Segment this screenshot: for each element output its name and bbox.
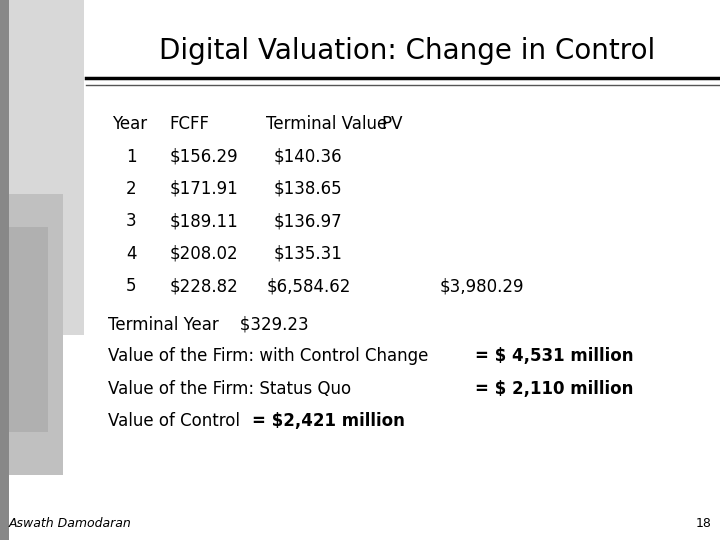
Text: 1: 1 bbox=[126, 147, 137, 166]
Text: $6,584.62: $6,584.62 bbox=[266, 277, 351, 295]
Text: $171.91: $171.91 bbox=[169, 180, 238, 198]
Text: $208.02: $208.02 bbox=[169, 245, 238, 263]
Text: PV: PV bbox=[382, 115, 403, 133]
Text: $135.31: $135.31 bbox=[274, 245, 343, 263]
Text: Terminal Year    $329.23: Terminal Year $329.23 bbox=[108, 315, 309, 333]
Text: 2: 2 bbox=[126, 180, 137, 198]
Text: Digital Valuation: Change in Control: Digital Valuation: Change in Control bbox=[158, 37, 655, 65]
Text: = $ 2,110 million: = $ 2,110 million bbox=[475, 380, 634, 398]
Text: 5: 5 bbox=[126, 277, 137, 295]
Text: $189.11: $189.11 bbox=[169, 212, 238, 231]
Text: Value of the Firm: Status Quo: Value of the Firm: Status Quo bbox=[108, 380, 351, 398]
Text: 3: 3 bbox=[126, 212, 137, 231]
Text: $138.65: $138.65 bbox=[274, 180, 342, 198]
Text: 4: 4 bbox=[126, 245, 137, 263]
Bar bbox=[0, 0, 9, 540]
Text: Year: Year bbox=[112, 115, 147, 133]
Text: Terminal Value: Terminal Value bbox=[266, 115, 387, 133]
Text: $136.97: $136.97 bbox=[274, 212, 342, 231]
Text: $228.82: $228.82 bbox=[169, 277, 238, 295]
Bar bbox=[9, 0, 84, 335]
Text: $156.29: $156.29 bbox=[169, 147, 238, 166]
Text: = $ 4,531 million: = $ 4,531 million bbox=[475, 347, 634, 366]
Text: $140.36: $140.36 bbox=[274, 147, 342, 166]
Text: Value of Control: Value of Control bbox=[108, 412, 240, 430]
Text: $3,980.29: $3,980.29 bbox=[439, 277, 523, 295]
Text: Aswath Damodaran: Aswath Damodaran bbox=[9, 517, 131, 530]
Text: = $2,421 million: = $2,421 million bbox=[252, 412, 405, 430]
Text: Value of the Firm: with Control Change: Value of the Firm: with Control Change bbox=[108, 347, 428, 366]
Text: FCFF: FCFF bbox=[169, 115, 210, 133]
Bar bbox=[9, 227, 48, 432]
Text: 18: 18 bbox=[696, 517, 711, 530]
Bar bbox=[9, 194, 63, 475]
